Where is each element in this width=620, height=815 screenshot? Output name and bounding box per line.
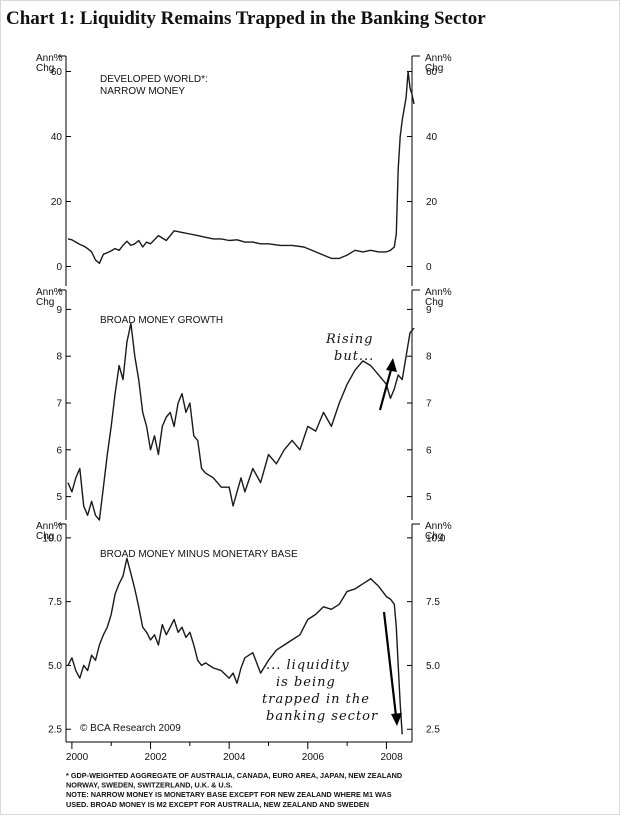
y-axis-label-left: Ann% — [36, 521, 63, 532]
y-axis-label-left: Ann% — [36, 53, 63, 64]
y-tick-label-right: 10.0 — [426, 533, 446, 544]
y-tick-label-left: 0 — [56, 262, 62, 273]
x-tick-label: 2008 — [380, 752, 403, 763]
y-tick-label-left: 5 — [56, 492, 62, 503]
y-axis-label-left: Chg — [36, 531, 54, 542]
footnote-line: NORWAY, SWEDEN, SWITZERLAND, U.K. & U.S. — [66, 781, 233, 790]
footnote-line: NOTE: NARROW MONEY IS MONETARY BASE EXCE… — [66, 790, 392, 799]
annotation-text: Rising — [325, 332, 373, 347]
down-arrow — [382, 611, 398, 717]
y-tick-label-right: 7.5 — [426, 597, 440, 608]
y-tick-label-left: 7.5 — [48, 597, 62, 608]
y-tick-label-left: 6 — [56, 445, 62, 456]
series-line — [67, 322, 415, 521]
y-tick-label-right: 0 — [426, 262, 432, 273]
x-tick-label: 2002 — [145, 752, 168, 763]
up-arrow-head — [386, 358, 397, 372]
y-tick-label-right: 5 — [426, 492, 432, 503]
y-axis-label-right: Chg — [425, 531, 443, 542]
panel-title: NARROW MONEY — [100, 86, 185, 97]
y-axis-label-right: Ann% — [425, 521, 452, 532]
y-axis-label-right: Chg — [425, 63, 443, 74]
y-tick-label-right: 40 — [426, 132, 438, 143]
y-tick-label-left: 8 — [56, 352, 62, 363]
series-line — [67, 70, 415, 264]
y-tick-label-right: 5.0 — [426, 661, 440, 672]
y-axis-label-right: Ann% — [425, 287, 452, 298]
y-tick-label-left: 20 — [51, 197, 63, 208]
annotation-text: but... — [334, 349, 374, 364]
y-axis-label-right: Ann% — [425, 53, 452, 64]
y-tick-label-right: 7 — [426, 399, 432, 410]
y-tick-label-right: 9 — [426, 305, 432, 316]
x-tick-label: 2006 — [302, 752, 325, 763]
up-arrow — [378, 365, 394, 411]
y-tick-label-left: 60 — [51, 67, 63, 78]
y-tick-label-left: 2.5 — [48, 725, 62, 736]
x-tick-label: 2004 — [223, 752, 246, 763]
y-axis-label-left: Ann% — [36, 287, 63, 298]
y-tick-label-right: 60 — [426, 67, 438, 78]
y-tick-label-left: 40 — [51, 132, 63, 143]
panel-title: BROAD MONEY GROWTH — [100, 315, 223, 326]
y-tick-label-left: 10.0 — [43, 533, 63, 544]
annotation-text: trapped in the — [262, 692, 370, 707]
y-tick-label-left: 5.0 — [48, 661, 62, 672]
footnote-line: USED. BROAD MONEY IS M2 EXCEPT FOR AUSTR… — [66, 800, 369, 809]
y-axis-label-right: Chg — [425, 297, 443, 308]
annotation-text: banking sector — [266, 709, 378, 724]
x-tick-label: 2000 — [66, 752, 89, 763]
y-axis-label-left: Chg — [36, 297, 54, 308]
source-label: © BCA Research 2009 — [80, 723, 181, 734]
y-tick-label-right: 8 — [426, 352, 432, 363]
series-line — [67, 557, 403, 735]
y-tick-label-right: 2.5 — [426, 725, 440, 736]
y-tick-label-right: 20 — [426, 197, 438, 208]
footnote-line: * GDP-WEIGHTED AGGREGATE OF AUSTRALIA, C… — [66, 771, 402, 780]
panel-title: DEVELOPED WORLD*: — [100, 74, 208, 85]
annotation-text: ... liquidity — [266, 658, 350, 673]
y-tick-label-right: 6 — [426, 445, 432, 456]
page-title: Chart 1: Liquidity Remains Trapped in th… — [6, 8, 486, 29]
y-tick-label-left: 9 — [56, 305, 62, 316]
y-axis-label-left: Chg — [36, 63, 54, 74]
annotation-text: is being — [276, 675, 336, 690]
panel-title: BROAD MONEY MINUS MONETARY BASE — [100, 549, 298, 560]
down-arrow-head — [391, 713, 402, 726]
y-tick-label-left: 7 — [56, 399, 62, 410]
